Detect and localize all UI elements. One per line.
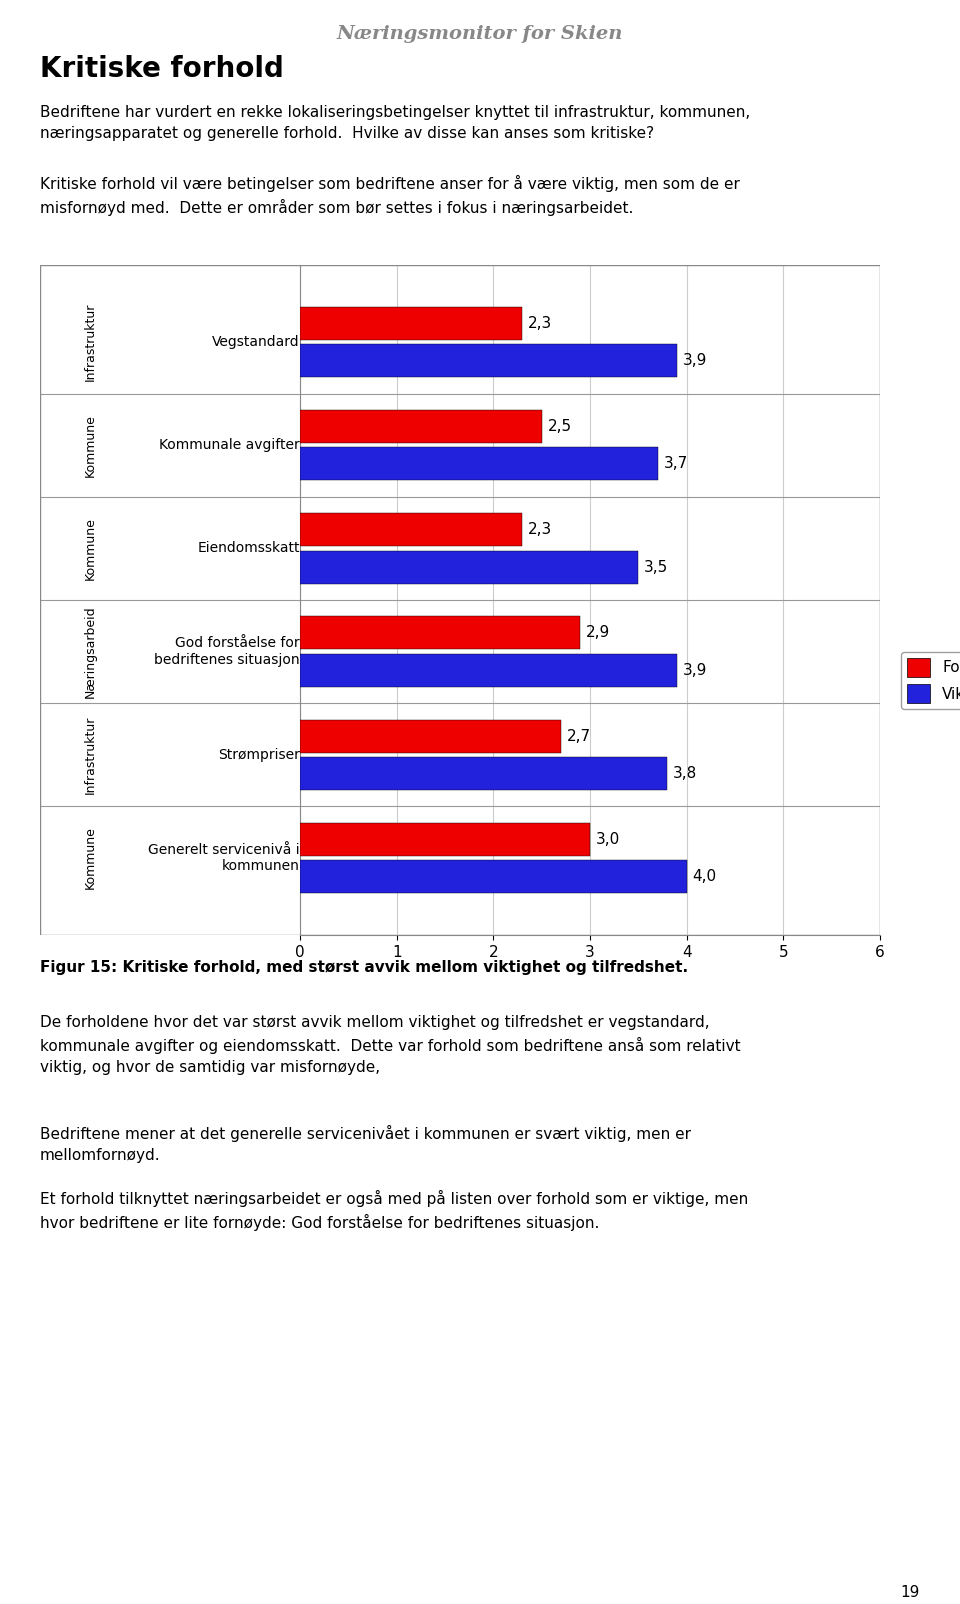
Text: 3,9: 3,9 xyxy=(683,662,708,677)
Text: Et forhold tilknyttet næringsarbeidet er også med på listen over forhold som er : Et forhold tilknyttet næringsarbeidet er… xyxy=(40,1190,748,1230)
Bar xyxy=(300,823,590,855)
Text: Bedriftene har vurdert en rekke lokaliseringsbetingelser knyttet til infrastrukt: Bedriftene har vurdert en rekke lokalise… xyxy=(40,104,751,141)
Bar xyxy=(300,653,677,687)
Text: 19: 19 xyxy=(900,1585,920,1601)
Text: 3,5: 3,5 xyxy=(644,560,668,574)
Text: 2,5: 2,5 xyxy=(547,419,571,435)
Text: Strømpriser: Strømpriser xyxy=(218,747,300,762)
Text: 2,7: 2,7 xyxy=(566,728,591,744)
Text: Infrastruktur: Infrastruktur xyxy=(84,303,97,382)
Text: De forholdene hvor det var størst avvik mellom viktighet og tilfredshet er vegst: De forholdene hvor det var størst avvik … xyxy=(40,1015,740,1075)
Legend: Fornøydhet, Viktighet: Fornøydhet, Viktighet xyxy=(900,651,960,709)
Text: 2,3: 2,3 xyxy=(528,316,552,332)
Bar xyxy=(300,720,561,752)
Text: 3,7: 3,7 xyxy=(663,457,687,472)
Text: Kritiske forhold: Kritiske forhold xyxy=(40,55,284,83)
Bar xyxy=(300,411,541,443)
Bar xyxy=(300,616,581,650)
Text: Bedriftene mener at det generelle servicenivået i kommunen er svært viktig, men : Bedriftene mener at det generelle servic… xyxy=(40,1124,691,1163)
Text: God forståelse for
bedriftenes situasjon: God forståelse for bedriftenes situasjon xyxy=(155,637,300,667)
Text: Kritiske forhold vil være betingelser som bedriftene anser for å være viktig, me: Kritiske forhold vil være betingelser so… xyxy=(40,175,740,217)
Text: Kommune: Kommune xyxy=(84,414,97,476)
Text: Generelt servicenivå i
kommunen: Generelt servicenivå i kommunen xyxy=(149,842,300,873)
Text: 3,0: 3,0 xyxy=(596,831,620,847)
Bar xyxy=(300,550,638,584)
Text: Eiendomsskatt: Eiendomsskatt xyxy=(198,542,300,555)
Bar xyxy=(300,860,686,893)
Text: Figur 15: Kritiske forhold, med størst avvik mellom viktighet og tilfredshet.: Figur 15: Kritiske forhold, med størst a… xyxy=(40,961,688,975)
Text: 2,3: 2,3 xyxy=(528,523,552,537)
Text: Kommune: Kommune xyxy=(84,826,97,889)
Bar xyxy=(300,308,522,340)
Bar xyxy=(300,513,522,547)
Text: Kommune: Kommune xyxy=(84,516,97,581)
Text: Vegstandard: Vegstandard xyxy=(212,335,300,350)
Text: Kommunale avgifter: Kommunale avgifter xyxy=(159,438,300,452)
Text: Næringsmonitor for Skien: Næringsmonitor for Skien xyxy=(337,26,623,43)
Bar xyxy=(300,345,677,377)
Text: 4,0: 4,0 xyxy=(692,869,716,884)
Text: 3,8: 3,8 xyxy=(673,765,697,781)
Bar xyxy=(300,448,658,481)
Text: Næringsarbeid: Næringsarbeid xyxy=(84,605,97,698)
Bar xyxy=(300,757,667,789)
Text: 3,9: 3,9 xyxy=(683,353,708,369)
Text: 2,9: 2,9 xyxy=(587,626,611,640)
Text: Infrastruktur: Infrastruktur xyxy=(84,715,97,794)
